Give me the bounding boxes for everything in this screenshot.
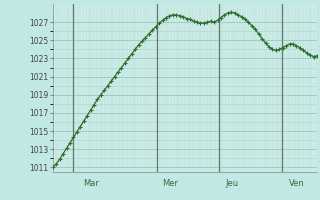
Text: Ven: Ven — [289, 179, 305, 188]
Text: Mer: Mer — [162, 179, 178, 188]
Text: Mar: Mar — [83, 179, 99, 188]
Text: Jeu: Jeu — [226, 179, 239, 188]
